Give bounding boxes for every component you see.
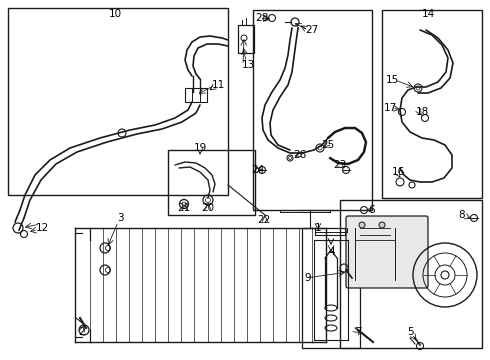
Bar — [340, 200, 482, 348]
Text: 2: 2 — [79, 327, 85, 337]
Text: 5: 5 — [407, 327, 413, 337]
Text: 4: 4 — [329, 247, 335, 257]
Text: 24: 24 — [251, 165, 265, 175]
Text: 14: 14 — [421, 9, 435, 19]
Text: 16: 16 — [392, 167, 405, 177]
Text: 8: 8 — [459, 210, 466, 220]
Text: 11: 11 — [211, 80, 224, 90]
Bar — [185, 88, 207, 102]
Bar — [382, 10, 482, 198]
Circle shape — [359, 222, 365, 228]
Text: 20: 20 — [201, 203, 215, 213]
Ellipse shape — [325, 315, 337, 321]
Bar — [253, 10, 372, 210]
Text: 23: 23 — [333, 160, 346, 170]
Text: 18: 18 — [416, 107, 429, 117]
Text: 25: 25 — [321, 140, 335, 150]
Text: 26: 26 — [294, 150, 307, 160]
Text: 7: 7 — [355, 327, 361, 337]
Text: 22: 22 — [257, 215, 270, 225]
Bar — [302, 228, 360, 348]
Ellipse shape — [325, 305, 337, 311]
Text: 12: 12 — [35, 223, 49, 233]
Bar — [238, 25, 254, 53]
Text: 10: 10 — [108, 9, 122, 19]
Text: 15: 15 — [385, 75, 399, 85]
Text: 6: 6 — [368, 205, 375, 215]
Text: 28: 28 — [255, 13, 269, 23]
Text: 3: 3 — [117, 213, 123, 223]
Text: 9: 9 — [305, 273, 311, 283]
Text: 13: 13 — [242, 60, 255, 70]
Ellipse shape — [325, 325, 337, 331]
Bar — [168, 150, 255, 215]
Text: 19: 19 — [194, 143, 207, 153]
Bar — [8, 8, 228, 195]
Text: 17: 17 — [383, 103, 396, 113]
Text: 21: 21 — [177, 203, 191, 213]
FancyBboxPatch shape — [346, 216, 428, 288]
Text: 1: 1 — [315, 223, 321, 233]
Circle shape — [379, 222, 385, 228]
Text: 27: 27 — [305, 25, 318, 35]
Circle shape — [441, 271, 449, 279]
